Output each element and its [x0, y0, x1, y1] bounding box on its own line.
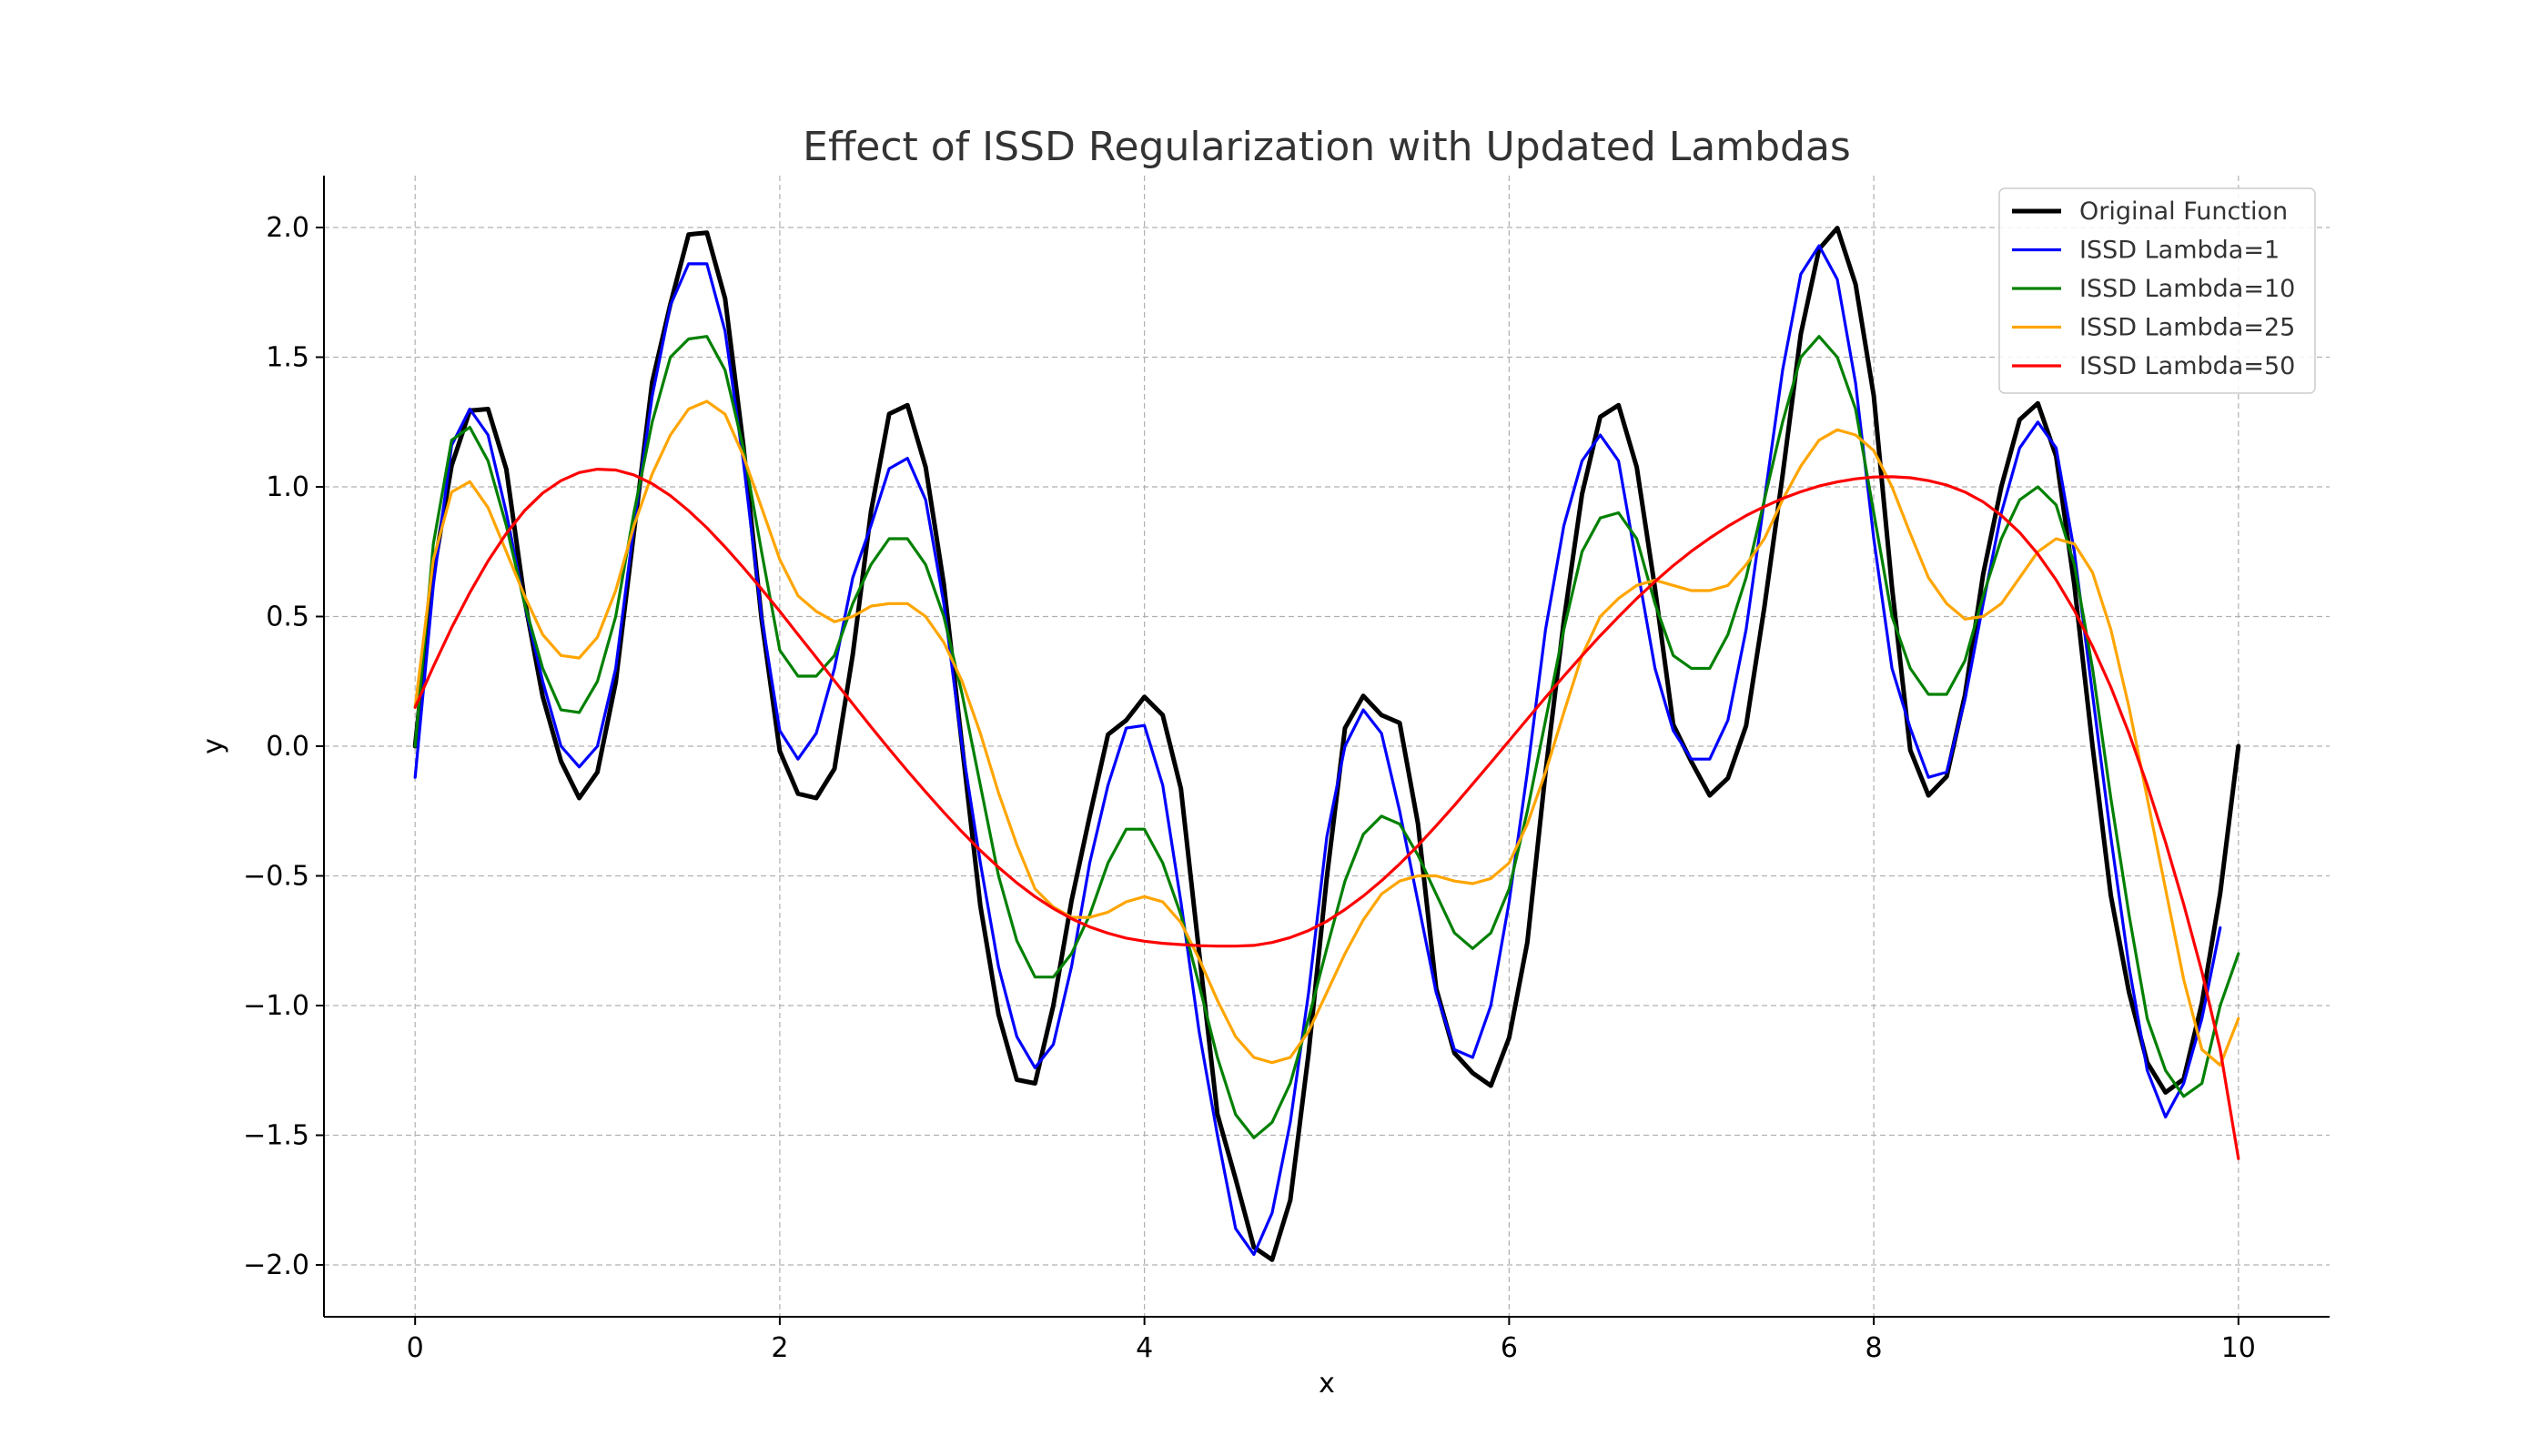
- series-line-issd-lambda-25: [413, 399, 2240, 1067]
- y-tick-label: 2.0: [266, 212, 309, 244]
- y-axis-label: y: [197, 738, 229, 754]
- series-line-original-function: [412, 226, 2241, 1262]
- y-tick-label: −0.5: [243, 861, 309, 893]
- x-axis-label: x: [1319, 1368, 1335, 1400]
- x-tick-label: 2: [771, 1332, 788, 1364]
- legend-label-issd-lambda-25: ISSD Lambda=25: [2079, 314, 2295, 342]
- legend-label-issd-lambda-1: ISSD Lambda=1: [2079, 237, 2280, 265]
- chart-title: Effect of ISSD Regularization with Updat…: [803, 124, 1851, 170]
- legend: Original Function ISSD Lambda=1 ISSD Lambd…: [1998, 187, 2316, 394]
- series-line-issd-lambda-50: [413, 467, 2240, 1160]
- legend-box: [1998, 187, 2316, 394]
- y-tick-label: 1.5: [266, 342, 309, 374]
- series-lines: [412, 226, 2241, 1262]
- legend-label-original-function: Original Function: [2079, 197, 2288, 226]
- y-tick-label: −2.0: [243, 1249, 309, 1281]
- y-tick-label: 0.5: [266, 602, 309, 633]
- legend-label-issd-lambda-50: ISSD Lambda=50: [2079, 352, 2295, 380]
- series-line-issd-lambda-1: [413, 244, 2222, 1257]
- y-tick-label: −1.5: [243, 1120, 309, 1152]
- ticks: 0 2 4 6 8 10 −2.0 −1.5 −1.0 −0.5 0.0 0.5 1.0 1.5 2.0: [243, 212, 2256, 1364]
- y-tick-label: 1.0: [266, 471, 309, 503]
- series-line-issd-lambda-10: [413, 335, 2240, 1139]
- x-tick-label: 6: [1501, 1332, 1518, 1364]
- legend-label-issd-lambda-10: ISSD Lambda=10: [2079, 275, 2295, 303]
- x-tick-label: 4: [1136, 1332, 1153, 1364]
- x-tick-label: 0: [407, 1332, 424, 1364]
- x-tick-label: 10: [2221, 1332, 2256, 1364]
- x-tick-label: 8: [1866, 1332, 1883, 1364]
- y-tick-label: −1.0: [243, 990, 309, 1022]
- y-tick-label: 0.0: [266, 731, 309, 763]
